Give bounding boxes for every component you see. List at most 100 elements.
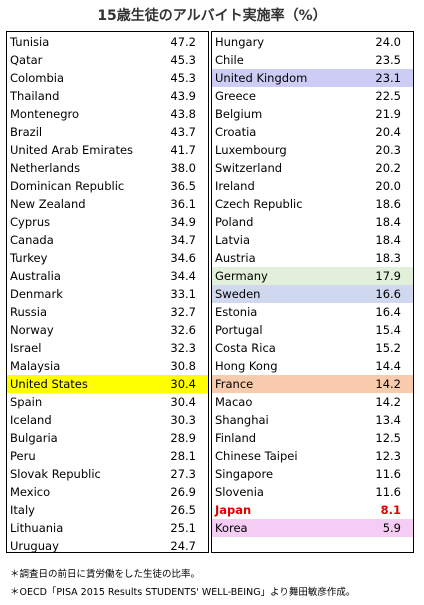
table-row: Australia 34.4: [7, 267, 208, 285]
country-label: Australia: [10, 269, 61, 283]
rate-value: 36.1: [170, 197, 196, 211]
table-row: Austria 18.3: [212, 249, 413, 267]
table-row: Greece 22.5: [212, 87, 413, 105]
table-row: Poland 18.4: [212, 213, 413, 231]
country-label: Russia: [10, 305, 47, 319]
rate-value: 38.0: [170, 161, 196, 175]
country-label: United States: [10, 377, 88, 391]
country-label: Hong Kong: [215, 359, 278, 373]
table-row: Spain 30.4: [7, 393, 208, 411]
table-row: Czech Republic 18.6: [212, 195, 413, 213]
table-row: Hungary 24.0: [212, 33, 413, 51]
rate-value: 24.7: [170, 539, 196, 553]
country-label: Denmark: [10, 287, 63, 301]
country-label: Singapore: [215, 467, 274, 481]
table-row: United Kingdom 23.1: [212, 69, 413, 87]
rate-value: 5.9: [382, 521, 401, 535]
table-row: Chinese Taipei 12.3: [212, 447, 413, 465]
country-label: Austria: [215, 251, 256, 265]
rate-value: 26.5: [170, 503, 196, 517]
rate-value: 14.2: [375, 395, 401, 409]
country-label: Lithuania: [10, 521, 64, 535]
country-label: Norway: [10, 323, 54, 337]
table-row: Uruguay 24.7: [7, 537, 208, 555]
rate-value: 20.4: [375, 125, 401, 139]
rate-value: 12.5: [375, 431, 401, 445]
rate-value: 34.6: [170, 251, 196, 265]
footnote-source: ＊OECD「PISA 2015 Results STUDENTS' WELL-B…: [10, 587, 356, 598]
rate-value: 18.3: [375, 251, 401, 265]
table-column-left: Tunisia 47.2 Qatar 45.3 Colombia 45.3 Thailand…: [6, 31, 209, 553]
table-row: Iceland 30.3: [7, 411, 208, 429]
rate-value: 20.2: [375, 161, 401, 175]
country-label: Belgium: [215, 107, 263, 121]
country-label: Spain: [10, 395, 43, 409]
country-label: Finland: [215, 431, 257, 445]
rate-value: 14.2: [375, 377, 401, 391]
country-label: France: [215, 377, 254, 391]
table-row: Mexico 26.9: [7, 483, 208, 501]
rate-value: 43.7: [170, 125, 196, 139]
country-label: Czech Republic: [215, 197, 303, 211]
rate-value: 32.6: [170, 323, 196, 337]
country-label: Colombia: [10, 71, 65, 85]
table-row: Turkey 34.6: [7, 249, 208, 267]
table-row: Chile 23.5: [212, 51, 413, 69]
table-row: Japan 8.1: [212, 501, 413, 519]
table-row: Estonia 16.4: [212, 303, 413, 321]
rate-value: 18.6: [375, 197, 401, 211]
table-row: Slovak Republic 27.3: [7, 465, 208, 483]
country-label: Hungary: [215, 35, 265, 49]
rate-value: 45.3: [170, 53, 196, 67]
table-row: Hong Kong 14.4: [212, 357, 413, 375]
table-row: Luxembourg 20.3: [212, 141, 413, 159]
rate-value: 18.4: [375, 215, 401, 229]
table-row: France 14.2: [212, 375, 413, 393]
rate-value: 24.0: [375, 35, 401, 49]
rate-value: 25.1: [170, 521, 196, 535]
table-row: Korea 5.9: [212, 519, 413, 537]
rate-value: 43.8: [170, 107, 196, 121]
country-label: Dominican Republic: [10, 179, 125, 193]
rate-value: 18.4: [375, 233, 401, 247]
rate-value: 30.4: [170, 395, 196, 409]
table-row: United States 30.4: [7, 375, 208, 393]
country-label: Netherlands: [10, 161, 81, 175]
rate-value: 14.4: [375, 359, 401, 373]
rate-value: 28.1: [170, 449, 196, 463]
country-label: Italy: [10, 503, 35, 517]
country-label: Shanghai: [215, 413, 269, 427]
rate-value: 13.4: [375, 413, 401, 427]
country-label: Poland: [215, 215, 254, 229]
country-label: United Arab Emirates: [10, 143, 134, 157]
table-row: Lithuania 25.1: [7, 519, 208, 537]
table-row: Thailand 43.9: [7, 87, 208, 105]
rate-value: 45.3: [170, 71, 196, 85]
table-row: Switzerland 20.2: [212, 159, 413, 177]
table-row: Denmark 33.1: [7, 285, 208, 303]
country-label: Uruguay: [10, 539, 59, 553]
rate-value: 15.2: [375, 341, 401, 355]
table-row: United Arab Emirates 41.7: [7, 141, 208, 159]
rate-value: 12.3: [375, 449, 401, 463]
country-label: Ireland: [215, 179, 255, 193]
rate-value: 32.7: [170, 305, 196, 319]
rate-value: 20.0: [375, 179, 401, 193]
rate-value: 11.6: [375, 467, 401, 481]
country-label: Mexico: [10, 485, 51, 499]
table-row: Tunisia 47.2: [7, 33, 208, 51]
table-row: Dominican Republic 36.5: [7, 177, 208, 195]
country-label: Malaysia: [10, 359, 61, 373]
country-label: Latvia: [215, 233, 251, 247]
country-label: Peru: [10, 449, 36, 463]
rate-value: 30.3: [170, 413, 196, 427]
country-label: Japan: [215, 503, 252, 517]
rate-value: 21.9: [375, 107, 401, 121]
table-row: Norway 32.6: [7, 321, 208, 339]
table-row: Shanghai 13.4: [212, 411, 413, 429]
country-label: Tunisia: [10, 35, 50, 49]
country-label: Croatia: [215, 125, 257, 139]
rate-value: 17.9: [375, 269, 401, 283]
country-label: United Kingdom: [215, 71, 308, 85]
table-row: Netherlands 38.0: [7, 159, 208, 177]
